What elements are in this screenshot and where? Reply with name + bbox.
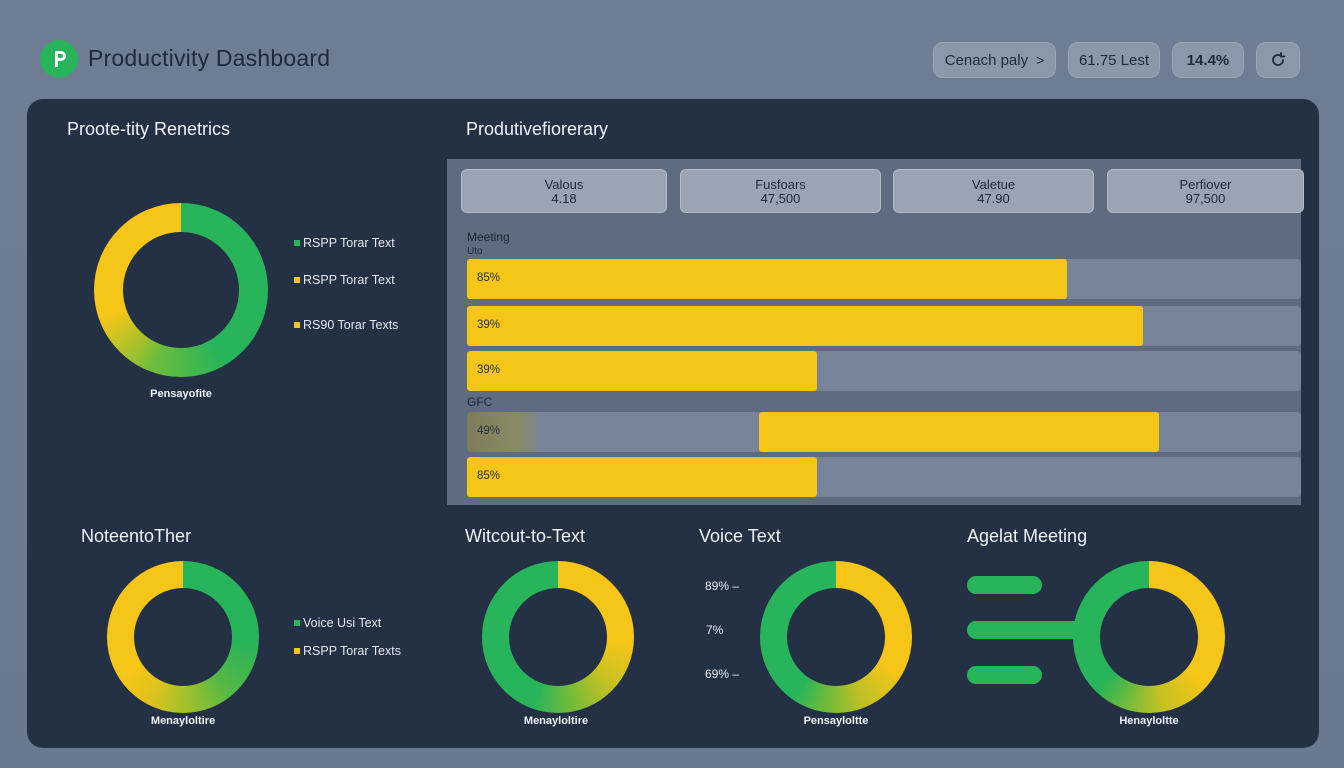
progress-label: 39% (477, 364, 501, 376)
refresh-icon (1272, 52, 1286, 66)
stat-card-value: 97,500 (1185, 191, 1226, 206)
period-select-button[interactable]: Cenach paly > (933, 42, 1056, 78)
agelat-donut-chart (1073, 561, 1225, 713)
legend-swatch (294, 620, 300, 626)
metrics-title: Proote-tity Renetrics (67, 119, 231, 139)
percent-badge-button[interactable]: 14.4% (1172, 42, 1244, 78)
note-legend-item: Voice Usi Text (294, 616, 381, 630)
group-label: GFC (467, 395, 493, 409)
note-caption: Menayloltire (150, 715, 216, 727)
without-title: Witcout-to-Text (465, 526, 586, 546)
note-title: NoteentoTher (81, 526, 192, 546)
dashboard-panel: Proote-tity Renetrics RSPP Torar Text RS… (27, 99, 1319, 748)
stat-card[interactable]: Valous 4.18 (461, 169, 667, 213)
progress-label: 85% (477, 470, 501, 482)
progress-fill (467, 259, 1068, 299)
progress-fill (758, 412, 1160, 452)
without-caption: Menayloltire (523, 715, 589, 727)
agelat-caption: Henayloltte (1119, 715, 1179, 727)
performance-area: Valous 4.18 Fusfoars 47,500 Valetue 47.9… (447, 159, 1304, 505)
stat-card-label: Perfiover (1179, 177, 1232, 192)
performance-title: Produtivefiorerary (466, 119, 609, 139)
stat-card-label: Valous (544, 177, 584, 192)
metrics-donut-chart (94, 203, 268, 377)
last-value-button[interactable]: 61.75 Lest (1068, 42, 1160, 78)
voice-tick-label: 69% – (705, 667, 740, 681)
legend-label: RSPP Torar Text (303, 236, 395, 250)
legend-swatch (294, 322, 300, 328)
agelat-bar (967, 576, 1042, 594)
legend-label: RSPP Torar Text (303, 273, 395, 287)
legend-swatch (294, 648, 300, 654)
progress-fill (467, 457, 818, 497)
progress-bar: 85% (467, 457, 1301, 497)
progress-bar: 49% (467, 412, 1301, 452)
percent-badge-label: 14.4% (1186, 51, 1230, 69)
stat-card[interactable]: Fusfoars 47,500 (680, 169, 881, 213)
legend-label: RS90 Torar Texts (303, 318, 399, 332)
stat-card-value: 4.18 (551, 191, 577, 206)
note-donut-chart (107, 561, 259, 713)
progress-bar: 39% (467, 306, 1301, 346)
stat-card[interactable]: Perfiover 97,500 (1107, 169, 1304, 213)
voice-donut-chart (760, 561, 912, 713)
voice-caption: Pensayloltte (803, 715, 869, 727)
group-label: Meeting (467, 230, 510, 244)
stat-card[interactable]: Valetue 47.90 (893, 169, 1094, 213)
legend-swatch (294, 240, 300, 246)
progress-label: 85% (477, 272, 501, 284)
period-select-label: Cenach paly (944, 51, 1029, 69)
legend-label: Voice Usi Text (303, 616, 382, 630)
agelat-bar (967, 666, 1042, 684)
refresh-button[interactable] (1256, 42, 1300, 78)
stat-card-value: 47,500 (760, 191, 801, 206)
group-sublabel: Uto (467, 246, 483, 257)
progress-label: 49% (477, 425, 501, 437)
app-logo-icon (40, 40, 78, 78)
page-title: Productivity Dashboard (88, 45, 331, 71)
legend-label: RSPP Torar Texts (303, 644, 401, 658)
progress-label: 39% (477, 319, 501, 331)
stat-card-label: Valetue (971, 177, 1016, 192)
without-donut-chart (482, 561, 634, 713)
progress-bar: 39% (467, 351, 1301, 391)
stat-card-value: 47.90 (977, 191, 1010, 206)
metrics-legend-item: RSPP Torar Text (294, 236, 395, 250)
voice-tick-label: 89% – (705, 579, 740, 593)
legend-swatch (294, 277, 300, 283)
metrics-caption: Pensayofite (150, 388, 212, 400)
note-legend-item: RSPP Torar Texts (294, 644, 401, 658)
progress-bar: 85% (467, 259, 1301, 299)
chevron-right-icon: > (1036, 52, 1045, 68)
progress-fill (467, 306, 1143, 346)
voice-tick-label: 7% (706, 623, 724, 637)
metrics-legend-item: RS90 Torar Texts (294, 318, 398, 332)
metrics-legend-item: RSPP Torar Text (294, 273, 395, 287)
stat-card-label: Fusfoars (755, 177, 806, 192)
last-value-label: 61.75 Lest (1078, 51, 1150, 69)
progress-fill (467, 351, 818, 391)
agelat-title: Agelat Meeting (967, 526, 1088, 546)
voice-title: Voice Text (699, 526, 781, 546)
